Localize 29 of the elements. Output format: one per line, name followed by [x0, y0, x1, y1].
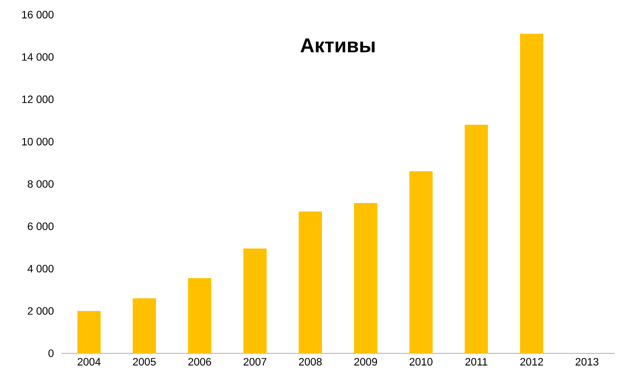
- bar: [132, 298, 156, 354]
- bar: [464, 124, 488, 354]
- bar: [354, 203, 378, 354]
- bar: [298, 212, 322, 354]
- x-tick-label: 2007: [244, 358, 266, 366]
- x-tick-label: 2013: [576, 358, 598, 366]
- y-tick-label: 8 000: [28, 180, 54, 188]
- x-tick-label: 2008: [299, 358, 322, 366]
- text: Активы: [300, 38, 375, 52]
- bar: [409, 171, 433, 354]
- x-tick-label: 2009: [354, 358, 378, 366]
- bar: [243, 248, 267, 354]
- x-tick-label: 2005: [133, 358, 156, 366]
- y-tick-label: 2 000: [28, 307, 54, 315]
- bar: [188, 278, 212, 354]
- y-tick-label: 16 000: [22, 10, 54, 18]
- x-tick-label: 2012: [520, 358, 543, 366]
- y-tick-label: 0: [48, 350, 54, 358]
- x-tick-label: 2011: [465, 358, 488, 366]
- y-tick-label: 6 000: [28, 222, 54, 230]
- y-tick-label: 12 000: [22, 96, 54, 104]
- y-tick-label: 4 000: [28, 264, 54, 272]
- x-tick-label: 2004: [78, 358, 101, 366]
- y-tick-label: 14 000: [22, 53, 54, 61]
- x-tick-label: 2006: [188, 358, 212, 366]
- x-tick-label: 2010: [410, 358, 432, 366]
- bar: [77, 310, 101, 354]
- y-tick-label: 10 000: [22, 138, 54, 146]
- bar: [520, 34, 544, 354]
